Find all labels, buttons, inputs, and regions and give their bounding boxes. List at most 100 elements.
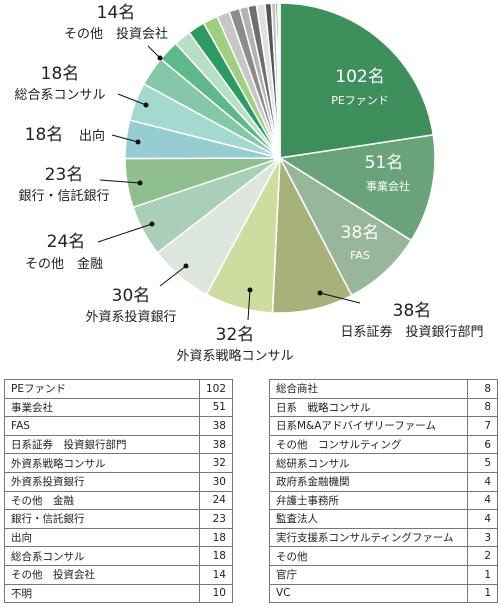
table-cell-label: FAS [4,416,200,436]
leader-line [117,93,147,106]
table-row: その他 2 [269,546,498,566]
callout-name-other-finance: その他 金融 [25,256,103,272]
leader-line [99,179,141,184]
callout-num-sogo-consul: 18名 [41,64,80,84]
table-cell-value: 18 [198,546,234,566]
pie-slice-23 [277,2,281,159]
data-table-right: 総合商社 8 日系 戦略コンサル 8 日系M&Aアドバイザリーファーム 7 その他 コンサル… [269,379,498,604]
table-cell-value: 30 [198,471,234,492]
pie-chart: 102名 PEファンド 51名 事業会社 38名 FAS 38名 日系証券 投資… [14,2,484,364]
table-row: 銀行・信託銀行 23 [4,509,234,529]
table-cell-value: 8 [467,397,498,418]
table-cell-label: その他 投資会社 [4,564,200,585]
table-row: VC 1 [269,583,498,604]
table-cell-value: 10 [198,583,234,604]
table-cell-value: 23 [198,509,234,529]
table-row: 不明 10 [4,583,234,604]
table-cell-label: 日系 戦略コンサル [269,397,468,418]
leader-dot [135,139,141,145]
table-cell-value: 3 [467,527,498,548]
table-cell-label: PEファンド [4,379,200,399]
callout-name-bank: 銀行・信託銀行 [18,188,109,204]
table-cell-value: 5 [467,453,498,473]
table-row: 弁護士事務所 4 [269,490,498,511]
table-cell-label: 外資系戦略コンサル [4,453,200,473]
table-cell-label: 実行支援系コンサルティングファーム [269,527,468,548]
table-row: その他 投資会社 14 [4,564,234,585]
leader-line [159,265,187,287]
callout-name-gaishi-ib: 外資系投資銀行 [85,309,176,325]
table-row: 外資系投資銀行 30 [4,471,234,492]
callout-num-other-finance: 24名 [47,232,86,252]
table-row: 外資系戦略コンサル 32 [4,453,234,473]
table-row: 官庁 1 [269,564,498,585]
table-cell-label: 総合系コンサル [4,546,200,566]
table-row: 日系M&Aアドバイザリーファーム 7 [269,416,498,436]
table-cell-value: 6 [467,434,498,455]
table-cell-label: その他 金融 [4,490,200,511]
callout-num-pe: 102名 [335,67,384,87]
table-cell-label: 銀行・信託銀行 [4,509,200,529]
table-row: その他 金融 24 [4,490,234,511]
table-cell-value: 4 [467,471,498,492]
pie-slices [124,2,436,314]
table-cell-label: 事業会社 [4,397,200,418]
callout-name-jigyo: 事業会社 [366,179,410,193]
table-cell-label: 総研系コンサル [269,453,468,473]
table-cell-value: 4 [467,490,498,511]
leader-dot [317,290,323,296]
data-table-right-body: 総合商社 8 日系 戦略コンサル 8 日系M&Aアドバイザリーファーム 7 その他 コンサル… [269,379,498,604]
callout-name-other-invest: その他 投資会社 [64,26,168,42]
callout-num-fas: 38名 [341,223,380,243]
leader-lines [97,45,361,321]
table-row: FAS 38 [4,416,234,436]
table-cell-value: 38 [198,416,234,436]
table-cell-label: 出向 [4,527,200,548]
leader-line [247,289,251,321]
table-cell-label: 外資系投資銀行 [4,471,200,492]
table-cell-label: VC [269,583,468,604]
table-cell-label: その他 [269,546,468,566]
leader-dot [137,180,143,186]
table-row: 事業会社 51 [4,397,234,418]
table-cell-value: 51 [198,397,234,418]
callout-num-shukko: 18名 [25,125,64,145]
table-cell-label: 弁護士事務所 [269,490,468,511]
callout-num-nikkei-ib: 38名 [393,301,432,321]
table-cell-value: 1 [467,583,498,604]
table-cell-value: 32 [198,453,234,473]
table-row: 日系 戦略コンサル 8 [269,397,498,418]
callout-labels: 102名 PEファンド 51名 事業会社 38名 FAS 38名 日系証券 投資… [14,3,483,364]
table-cell-label: 監査法人 [269,509,468,529]
table-cell-value: 8 [467,379,498,399]
table-cell-label: その他 コンサルティング [269,434,468,455]
leader-line [147,45,161,59]
callout-name-pe: PEファンド [331,94,389,107]
table-cell-value: 38 [198,434,234,455]
table-row: 政府系金融機関 4 [269,471,498,492]
table-cell-label: 政府系金融機関 [269,471,468,492]
table-row: 日系証券 投資銀行部門 38 [4,434,234,455]
table-row: 監査法人 4 [269,509,498,529]
table-cell-label: 総合商社 [269,379,468,399]
callout-name-nikkei-ib: 日系証券 投資銀行部門 [340,324,483,340]
table-cell-label: 日系証券 投資銀行部門 [4,434,200,455]
table-cell-value: 14 [198,564,234,585]
callout-num-gaishi-strategy: 32名 [216,325,255,345]
pie-slice-0 [279,2,435,159]
table-cell-value: 102 [198,379,234,399]
table-cell-value: 4 [467,509,498,529]
callout-num-other-invest: 14名 [97,3,136,23]
data-table-left-body: PEファンド 102 事業会社 51 FAS 38 日系証券 投資銀行部門 38 外資系戦略コン… [4,379,234,604]
table-row: PEファンド 102 [4,379,234,399]
table-cell-label: 不明 [4,583,200,604]
table-cell-value: 7 [467,416,498,436]
leader-dot [143,102,149,108]
pie-slice-1 [277,134,436,242]
leader-line [319,292,361,304]
table-cell-label: 官庁 [269,564,468,585]
callout-num-gaishi-ib: 30名 [112,286,151,306]
callout-name-fas: FAS [350,249,370,262]
table-row: 総合系コンサル 18 [4,546,234,566]
callout-name-gaishi-strategy: 外資系戦略コンサル [176,348,293,364]
